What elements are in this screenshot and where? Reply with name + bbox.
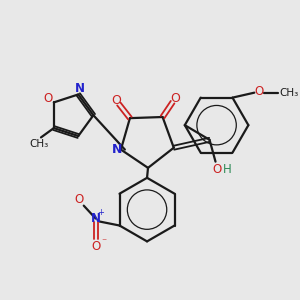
Text: +: + [97, 208, 104, 217]
Text: O: O [213, 163, 222, 176]
Text: CH₃: CH₃ [280, 88, 299, 98]
Text: N: N [75, 82, 85, 95]
Text: O: O [74, 193, 83, 206]
Text: O: O [170, 92, 180, 105]
Text: N: N [91, 212, 101, 225]
Text: ⁻: ⁻ [101, 237, 106, 248]
Text: H: H [223, 163, 232, 176]
Text: CH₃: CH₃ [29, 140, 49, 149]
Text: N: N [112, 143, 122, 156]
Text: O: O [255, 85, 264, 98]
Text: O: O [112, 94, 122, 107]
Text: O: O [43, 92, 52, 105]
Text: O: O [91, 240, 100, 253]
